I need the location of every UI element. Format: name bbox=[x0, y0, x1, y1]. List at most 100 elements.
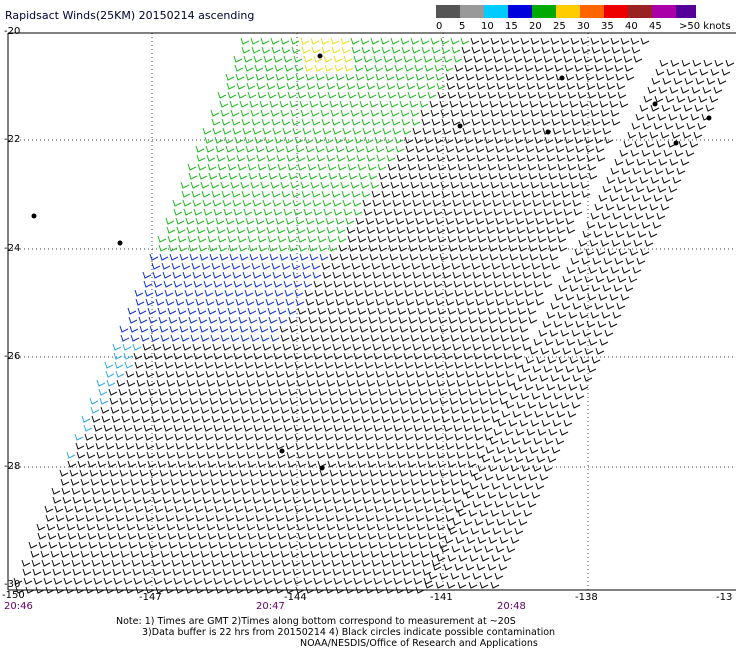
wind-barb bbox=[158, 388, 168, 396]
wind-barb bbox=[452, 271, 462, 279]
wind-barb bbox=[518, 244, 528, 252]
wind-barb bbox=[364, 361, 374, 369]
wind-barb bbox=[336, 154, 346, 162]
wind-barb bbox=[526, 82, 536, 90]
wind-barb bbox=[406, 451, 416, 459]
wind-barb bbox=[600, 109, 610, 117]
wind-barb bbox=[376, 451, 386, 459]
wind-barb bbox=[216, 226, 226, 234]
wind-barb bbox=[362, 496, 372, 504]
wind-barb bbox=[420, 478, 430, 486]
wind-barb bbox=[442, 343, 452, 351]
wind-barb bbox=[529, 347, 539, 355]
wind-barb bbox=[144, 361, 154, 369]
wind-barb bbox=[576, 365, 586, 373]
wind-barb bbox=[580, 109, 590, 117]
wind-barb bbox=[519, 325, 529, 333]
wind-barb bbox=[445, 73, 455, 81]
wind-barb bbox=[228, 316, 238, 324]
wind-barb bbox=[610, 167, 620, 175]
wind-barb bbox=[221, 415, 231, 423]
wind-barb bbox=[462, 545, 472, 553]
wind-barb bbox=[619, 100, 629, 108]
wind-barb bbox=[670, 59, 680, 67]
wind-barb bbox=[522, 127, 532, 135]
wind-barb bbox=[475, 73, 485, 81]
wind-barb bbox=[426, 523, 436, 531]
wind-barb bbox=[385, 217, 395, 225]
wind-barb bbox=[565, 73, 575, 81]
wind-barb bbox=[539, 100, 549, 108]
wind-barb bbox=[345, 442, 355, 450]
wind-barb bbox=[153, 424, 163, 432]
wind-barb bbox=[371, 118, 381, 126]
wind-barb bbox=[480, 334, 490, 342]
wind-barb bbox=[227, 163, 237, 171]
wind-barb bbox=[599, 266, 609, 274]
wind-barb bbox=[186, 379, 196, 387]
wind-barb bbox=[635, 185, 645, 193]
contamination-circle bbox=[117, 240, 123, 246]
wind-barb bbox=[264, 505, 274, 513]
wind-barb bbox=[569, 284, 579, 292]
wind-barb bbox=[187, 460, 197, 468]
wind-barb bbox=[263, 577, 273, 585]
wind-barb bbox=[260, 334, 270, 342]
wind-barb bbox=[517, 91, 527, 99]
wind-barb bbox=[334, 361, 344, 369]
wind-barb bbox=[210, 550, 220, 558]
wind-barb bbox=[553, 320, 563, 328]
wind-barb bbox=[468, 388, 478, 396]
wind-barb bbox=[288, 244, 298, 252]
wind-barb bbox=[411, 415, 421, 423]
wind-barb bbox=[408, 172, 418, 180]
wind-barb bbox=[94, 433, 104, 441]
legend-label: 35 bbox=[601, 21, 614, 32]
wind-barb bbox=[271, 415, 281, 423]
wind-barb bbox=[254, 361, 264, 369]
wind-barb bbox=[297, 532, 307, 540]
wind-barb bbox=[368, 316, 378, 324]
wind-barb bbox=[36, 523, 46, 531]
wind-barb bbox=[399, 325, 409, 333]
wind-barb bbox=[681, 59, 691, 67]
wind-barb bbox=[452, 496, 462, 504]
wind-barb bbox=[340, 334, 350, 342]
wind-barb bbox=[565, 217, 575, 225]
wind-barb bbox=[214, 289, 224, 297]
wind-barb bbox=[339, 253, 349, 261]
wind-barb bbox=[296, 379, 306, 387]
wind-barb bbox=[404, 505, 414, 513]
wind-barb bbox=[295, 217, 305, 225]
wind-barb bbox=[401, 190, 411, 198]
wind-barb bbox=[597, 91, 607, 99]
wind-barb bbox=[406, 82, 416, 90]
wind-barb bbox=[245, 217, 255, 225]
wind-barb bbox=[310, 37, 320, 45]
wind-barb bbox=[581, 257, 591, 265]
wind-barb bbox=[472, 500, 482, 508]
wind-barb bbox=[604, 329, 614, 337]
wind-barb bbox=[421, 262, 431, 270]
wind-barb bbox=[599, 100, 609, 108]
wind-barb bbox=[570, 37, 580, 45]
wind-barb bbox=[677, 68, 687, 76]
wind-barb bbox=[481, 262, 491, 270]
wind-barb bbox=[550, 374, 560, 382]
wind-barb bbox=[238, 388, 248, 396]
wind-barb bbox=[455, 370, 465, 378]
wind-barb bbox=[652, 149, 662, 157]
wind-barb bbox=[361, 415, 371, 423]
wind-barb bbox=[498, 563, 508, 571]
lat-label: -20 bbox=[4, 26, 21, 37]
wind-barb bbox=[285, 145, 295, 153]
wind-barb bbox=[531, 392, 541, 400]
wind-barb bbox=[547, 163, 557, 171]
wind-barb bbox=[481, 118, 491, 126]
wind-barb bbox=[210, 406, 220, 414]
wind-barb bbox=[259, 253, 269, 261]
wind-barb bbox=[592, 127, 602, 135]
wind-barb bbox=[154, 361, 164, 369]
wind-barb bbox=[357, 307, 367, 315]
wind-barb bbox=[449, 253, 459, 261]
